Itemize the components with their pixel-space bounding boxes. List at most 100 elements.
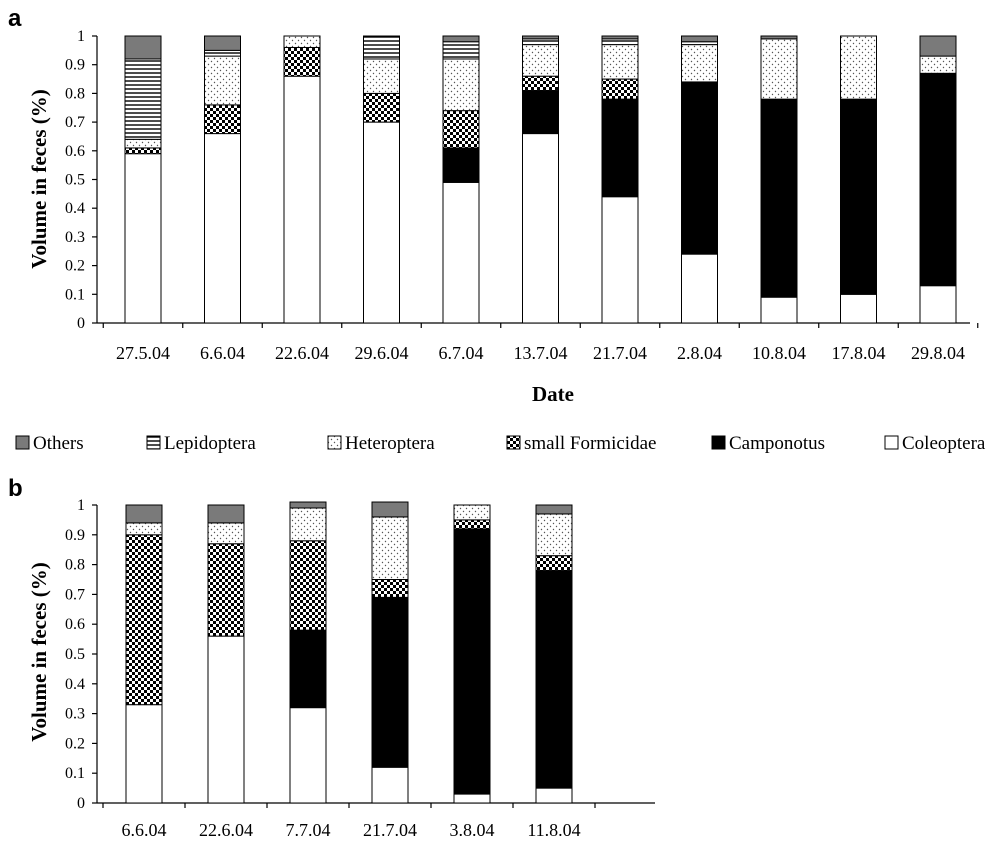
bar-segment-camponotus <box>601 98 639 198</box>
y-tick-label: 0.7 <box>65 586 85 603</box>
bar-segment-small-formicidae <box>442 110 480 149</box>
bar-segment-heteroptera <box>840 35 877 100</box>
x-tick-label: 22.6.04 <box>275 343 329 363</box>
bar-segment-heteroptera <box>124 138 162 149</box>
bar-segment-others <box>919 35 957 57</box>
bar-segment-lepidoptera <box>522 38 559 46</box>
bar-segment-others <box>601 35 639 40</box>
bar-segment-others <box>522 35 559 40</box>
bar-segment-heteroptera <box>204 55 241 106</box>
bar-segment-heteroptera <box>289 507 327 542</box>
bar-segment-heteroptera <box>125 522 163 536</box>
legend-label: Camponotus <box>729 433 825 454</box>
legend-swatch <box>711 435 726 450</box>
bar-segment-camponotus <box>681 81 718 255</box>
x-tick-label: 6.7.04 <box>439 343 484 363</box>
y-tick-label: 0.6 <box>65 616 85 633</box>
legend-item-camponotus: Camponotus <box>711 433 825 454</box>
legend-item-others: Others <box>15 433 84 454</box>
legend: Others Lepidoptera Heteroptera small Formic… <box>15 433 986 454</box>
y-tick-label: 0.2 <box>65 258 85 275</box>
legend-label: Coleoptera <box>902 433 986 454</box>
bar-segment-others <box>207 504 245 524</box>
bar-segment-coleoptera <box>453 793 491 804</box>
y-tick-label: 1 <box>77 28 85 45</box>
bar-segment-heteroptera <box>601 44 639 80</box>
bar-segment-heteroptera <box>442 58 480 112</box>
y-tick-label: 0.9 <box>65 527 85 544</box>
bar-segment-small-formicidae <box>371 579 409 598</box>
bar-segment-small-formicidae <box>289 540 327 631</box>
bar-segment-heteroptera <box>453 504 491 521</box>
bar-segment-heteroptera <box>535 513 573 557</box>
x-tick-label: 22.6.04 <box>199 820 253 840</box>
bar-segment-small-formicidae <box>363 92 400 123</box>
bar-segment-coleoptera <box>919 285 957 324</box>
bar-segment-others <box>289 501 327 509</box>
y-tick-label: 0 <box>77 315 85 332</box>
bar-segment-coleoptera <box>289 707 327 804</box>
y-tick-label: 0.5 <box>65 172 85 189</box>
bar-segment-heteroptera <box>207 522 245 545</box>
bar-segment-heteroptera <box>283 35 321 48</box>
bar-segment-others <box>760 35 798 40</box>
x-tick-label: 21.7.04 <box>593 343 647 363</box>
y-tick-label: 0.8 <box>65 85 85 102</box>
bar-segment-lepidoptera <box>363 35 400 60</box>
bar-segment-camponotus <box>535 570 573 789</box>
x-tick-label: 17.8.04 <box>832 343 886 363</box>
x-tick-label: 27.5.04 <box>116 343 170 363</box>
legend-swatch <box>146 435 161 450</box>
bar-segment-coleoptera <box>363 121 400 324</box>
bar-segment-small-formicidae <box>207 543 245 637</box>
bar-segment-camponotus <box>442 147 480 183</box>
y-tick-label: 0.4 <box>65 676 85 693</box>
legend-label: Heteroptera <box>345 433 435 454</box>
y-tick-label: 0.8 <box>65 557 85 574</box>
x-tick-label: 29.6.04 <box>355 343 409 363</box>
bar-segment-others <box>442 35 480 43</box>
bar-segment-camponotus <box>453 528 491 795</box>
bar-segment-coleoptera <box>760 296 798 324</box>
bar-segment-coleoptera <box>371 766 409 804</box>
bar-segment-others <box>371 501 409 518</box>
bar-segment-coleoptera <box>840 293 877 324</box>
bar-segment-coleoptera <box>442 181 480 324</box>
bar-segment-coleoptera <box>204 133 241 324</box>
legend-item-heteroptera: Heteroptera <box>327 433 435 454</box>
bar-segment-camponotus <box>522 90 559 135</box>
bar-segment-small-formicidae <box>601 78 639 100</box>
x-tick-label: 13.7.04 <box>514 343 568 363</box>
y-tick-label: 0.6 <box>65 143 85 160</box>
y-tick-label: 0.7 <box>65 114 85 131</box>
panel-a: a Volume in feces (%) Date 0 0.1 0.2 0.3 0.4… <box>8 5 979 406</box>
x-tick-label: 6.6.04 <box>122 820 167 840</box>
bar-segment-others <box>124 35 162 60</box>
bar-segment-camponotus <box>760 98 798 298</box>
bar-segment-others <box>681 35 718 43</box>
bar-segment-small-formicidae <box>204 104 241 135</box>
x-tick-label: 6.6.04 <box>200 343 245 363</box>
bar-segment-coleoptera <box>283 75 321 324</box>
x-tick-label: 7.7.04 <box>286 820 331 840</box>
bar-segment-camponotus <box>371 596 409 768</box>
y-tick-label: 1 <box>77 497 85 514</box>
legend-swatch <box>15 435 30 450</box>
panel-b-y-axis-label: Volume in feces (%) <box>27 562 51 741</box>
bar-segment-heteroptera <box>371 516 409 580</box>
bar-segment-camponotus <box>289 629 327 709</box>
y-tick-label: 0.5 <box>65 646 85 663</box>
bar-segment-lepidoptera <box>442 41 480 60</box>
y-tick-label: 0.4 <box>65 200 85 217</box>
bar-segment-small-formicidae <box>453 519 491 530</box>
bar-segment-heteroptera <box>681 44 718 83</box>
bar-segment-coleoptera <box>535 787 573 804</box>
y-tick-label: 0 <box>77 795 85 812</box>
bar-segment-coleoptera <box>681 253 718 324</box>
x-tick-label: 3.8.04 <box>450 820 495 840</box>
y-tick-label: 0.3 <box>65 706 85 723</box>
bar-segment-small-formicidae <box>283 46 321 77</box>
bar-segment-heteroptera <box>522 44 559 77</box>
legend-item-coleoptera: Coleoptera <box>884 433 986 454</box>
legend-label: small Formicidae <box>524 433 656 454</box>
